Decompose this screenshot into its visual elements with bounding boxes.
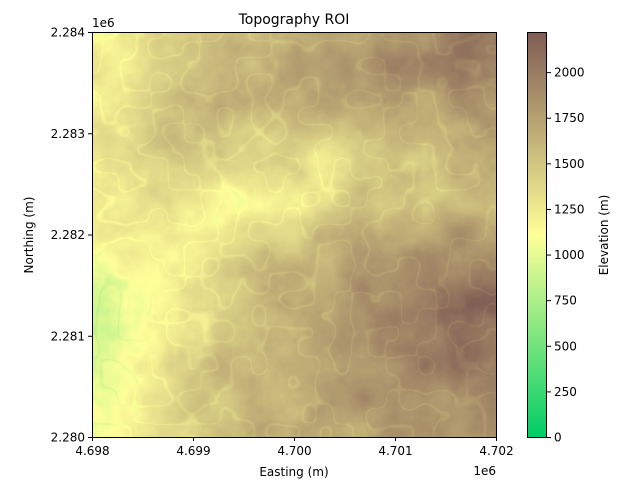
plot-frame <box>92 32 497 438</box>
elevation-image <box>92 32 496 437</box>
colorbar-tick-label: 1500 <box>554 157 585 171</box>
y-tick-label: 2.284 <box>51 26 85 40</box>
colorbar-tick-label: 500 <box>554 339 577 353</box>
colorbar-tick-label: 2000 <box>554 66 585 80</box>
y-tick-label: 2.282 <box>51 228 85 242</box>
y-offset-label: 1e6 <box>92 16 115 30</box>
x-axis-label: Easting (m) <box>259 465 328 479</box>
colorbar-tick-label: 1250 <box>554 202 585 216</box>
chart-title: Topography ROI <box>238 12 350 28</box>
x-tick-label: 4.700 <box>277 444 311 458</box>
colorbar-gradient <box>527 32 546 437</box>
colorbar-frame <box>527 32 547 438</box>
y-tick-label: 2.280 <box>51 431 85 445</box>
x-tick-label: 4.699 <box>176 444 210 458</box>
colorbar-tick-label: 1000 <box>554 248 585 262</box>
colorbar-tick-label: 1750 <box>554 111 585 125</box>
colorbar-label: Elevation (m) <box>597 195 611 276</box>
x-tick-label: 4.701 <box>378 444 412 458</box>
x-tick-label: 4.698 <box>75 444 109 458</box>
y-axis-label: Northing (m) <box>22 197 36 274</box>
colorbar-tick-label: 750 <box>554 294 577 308</box>
colorbar-tick-label: 0 <box>554 431 562 445</box>
colorbar-tick-label: 250 <box>554 385 577 399</box>
x-tick-label: 4.702 <box>479 444 513 458</box>
y-tick-label: 2.283 <box>51 127 85 141</box>
x-offset-label: 1e6 <box>473 464 496 478</box>
y-tick-label: 2.281 <box>51 329 85 343</box>
